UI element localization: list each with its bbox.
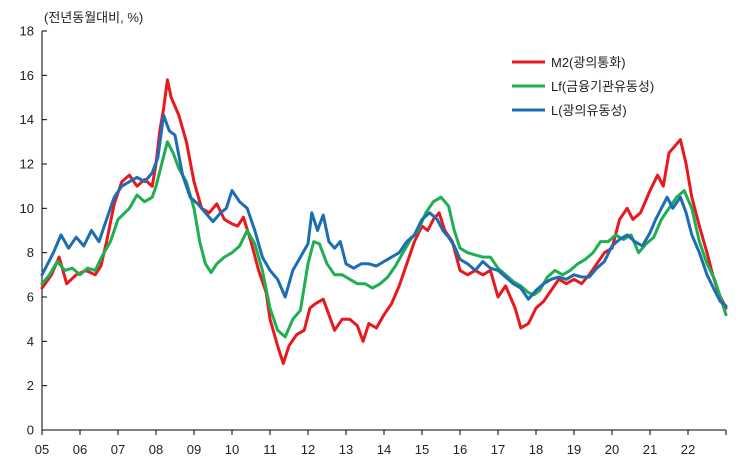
y-tick-label: 12 <box>20 157 34 172</box>
y-tick-label: 2 <box>27 378 34 393</box>
legend-label-1: Lf(금융기관유동성) <box>551 79 654 94</box>
x-tick-label: 09 <box>187 442 201 457</box>
x-tick-label: 21 <box>643 442 657 457</box>
y-tick-label: 14 <box>20 112 34 127</box>
x-tick-label: 07 <box>111 442 125 457</box>
series-line-0 <box>40 78 728 365</box>
x-tick-label: 15 <box>415 442 429 457</box>
x-tick-label: 05 <box>35 442 49 457</box>
x-tick-label: 10 <box>225 442 239 457</box>
legend-label-2: L(광의유동성) <box>551 103 627 118</box>
x-tick-label: 13 <box>339 442 353 457</box>
series-lines <box>40 78 728 365</box>
x-tick-label: 11 <box>263 442 277 457</box>
series-line-1 <box>40 140 728 339</box>
x-tick-label: 08 <box>149 442 163 457</box>
y-tick-label: 4 <box>27 334 34 349</box>
x-tick-label: 19 <box>567 442 581 457</box>
x-tick-label: 18 <box>529 442 543 457</box>
x-tick-label: 12 <box>301 442 315 457</box>
series-line-2 <box>40 113 728 308</box>
y-tick-label: 18 <box>20 24 34 39</box>
legend: M2(광의통화) Lf(금융기관유동성) L(광의유동성) <box>512 55 654 118</box>
y-axis: 0 2 4 6 8 10 12 14 16 18 <box>20 24 47 438</box>
y-tick-label: 16 <box>20 68 34 83</box>
unit-label: (전년동월대비, %) <box>44 10 143 25</box>
x-tick-label: 20 <box>605 442 619 457</box>
y-tick-label: 10 <box>20 201 34 216</box>
y-tick-label: 6 <box>27 290 34 305</box>
x-tick-label: 16 <box>453 442 467 457</box>
legend-label-0: M2(광의통화) <box>551 55 626 70</box>
x-axis: 05 06 07 08 09 10 11 12 13 14 15 16 17 18 19 20 21 22 <box>35 430 727 457</box>
x-tick-label: 14 <box>377 442 391 457</box>
x-tick-label: 17 <box>491 442 505 457</box>
y-tick-label: 0 <box>27 423 34 438</box>
x-tick-label: 22 <box>681 442 695 457</box>
x-tick-label: 06 <box>73 442 87 457</box>
y-tick-label: 8 <box>27 245 34 260</box>
